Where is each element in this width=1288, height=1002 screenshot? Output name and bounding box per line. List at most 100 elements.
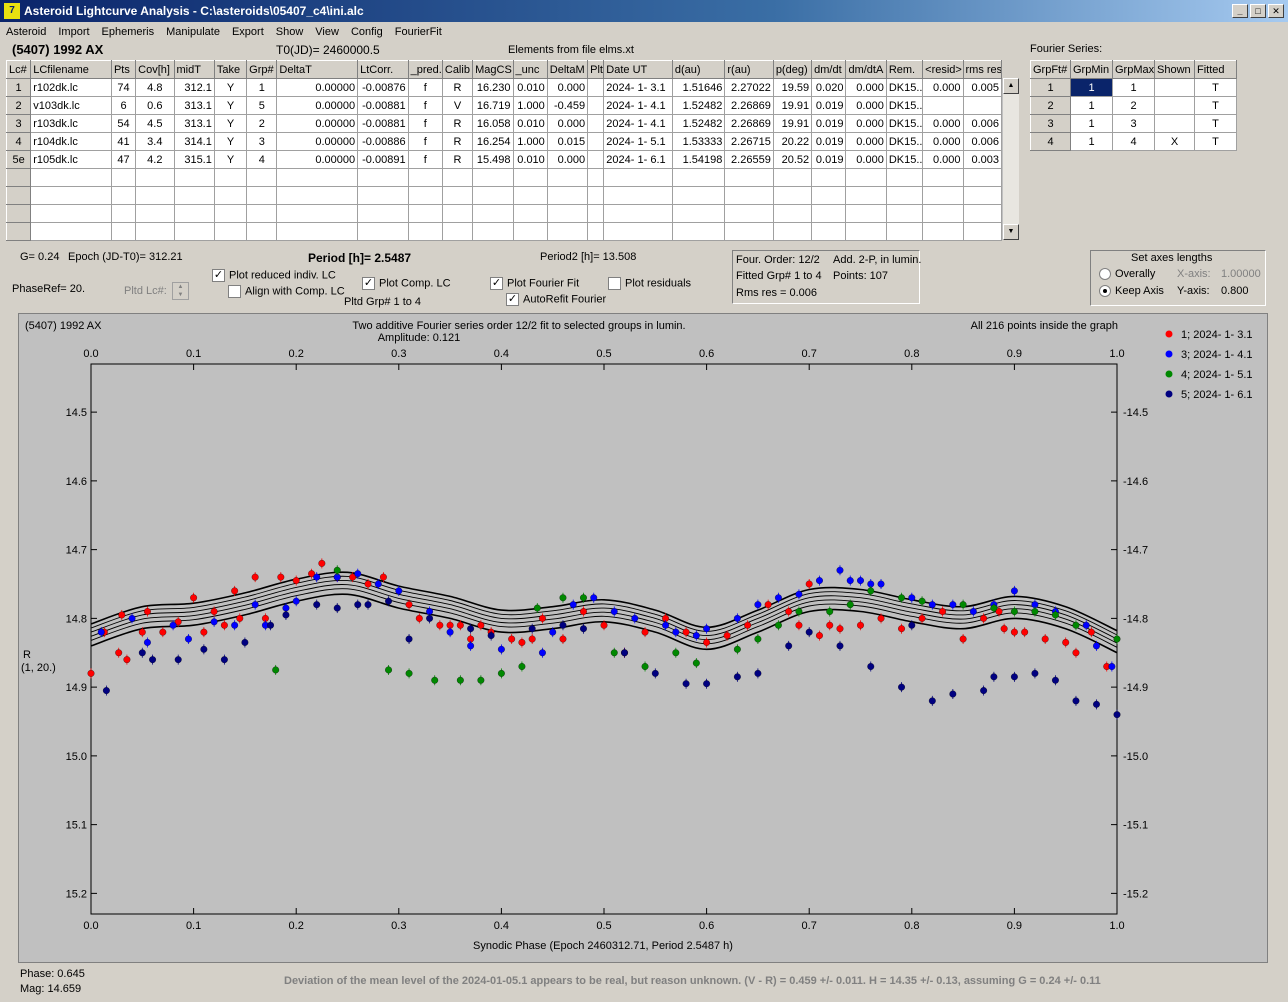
scroll-down-button[interactable]: ▼ [1003,224,1019,240]
table-cell[interactable] [724,186,774,205]
table-cell[interactable] [885,186,924,205]
table-cell[interactable]: 0.00000 [276,150,359,169]
table-cell[interactable]: T [1194,96,1237,115]
table-cell[interactable]: 1.000 [512,132,548,151]
table-cell[interactable]: 2.26715 [724,132,774,151]
table-cell[interactable] [671,186,726,205]
table-cell[interactable] [407,186,443,205]
table-cell[interactable] [276,204,359,223]
table-cell[interactable] [546,222,589,241]
column-header[interactable]: Grp# [246,60,278,79]
table-cell[interactable]: 2024- 1- 4.1 [603,96,673,115]
scroll-up-button[interactable]: ▲ [1003,78,1019,94]
table-cell[interactable]: 1 [246,78,278,97]
table-cell[interactable]: 19.91 [772,114,813,133]
table-cell[interactable] [246,204,278,223]
column-header[interactable]: _pred. [407,60,443,79]
table-cell[interactable]: 41 [110,132,137,151]
column-header[interactable]: dm/dt [811,60,847,79]
column-header[interactable]: Shown [1154,60,1195,79]
table-cell[interactable] [811,186,847,205]
table-cell[interactable] [441,168,474,187]
table-cell[interactable]: r104dk.lc [30,132,112,151]
plot-residuals-checkbox[interactable]: Plot residuals [608,277,691,290]
table-cell[interactable]: 19.59 [772,78,813,97]
table-cell[interactable]: f [407,96,443,115]
table-cell[interactable]: 0.000 [546,78,589,97]
table-cell[interactable]: 2.26869 [724,96,774,115]
table-row[interactable]: 4 r104dk.lc 41 3.4 314.1 Y 3 0.00000 -0.00886 f R 1… [5,132,1002,151]
table-cell[interactable]: 4.8 [135,78,175,97]
table-cell[interactable] [587,150,605,169]
table-cell[interactable] [135,168,175,187]
table-cell[interactable]: DK15.. [885,132,924,151]
column-header[interactable]: LCfilename [30,60,112,79]
column-header[interactable]: Take [213,60,248,79]
plot-comp-checkbox[interactable]: ✓ Plot Comp. LC [362,277,451,290]
table-cell[interactable] [922,168,964,187]
table-cell[interactable] [962,186,1002,205]
table-cell[interactable]: 0.000 [922,78,964,97]
table-cell[interactable] [5,204,32,223]
table-cell[interactable]: 0.00000 [276,114,359,133]
table-cell[interactable] [173,222,215,241]
table-cell[interactable] [546,204,589,223]
table-cell[interactable] [441,186,474,205]
table-cell[interactable] [472,186,514,205]
table-cell[interactable]: f [407,114,443,133]
table-cell[interactable] [922,222,964,241]
table-cell[interactable]: 1.000 [512,96,548,115]
table-cell[interactable]: X [1154,132,1195,151]
empty-row[interactable] [5,204,1002,223]
table-cell[interactable] [603,204,673,223]
table-cell[interactable]: 19.91 [772,96,813,115]
menu-config[interactable]: Config [350,26,383,38]
align-comp-checkbox[interactable]: Align with Comp. LC [228,285,345,298]
table-cell[interactable] [587,168,605,187]
table-cell[interactable]: 1 [1070,114,1113,133]
column-header[interactable]: r(au) [724,60,774,79]
table-cell[interactable]: 16.254 [472,132,514,151]
table-cell[interactable]: 0.010 [512,78,548,97]
column-header[interactable]: LtCorr. [357,60,409,79]
table-cell[interactable] [30,204,112,223]
table-cell[interactable] [603,186,673,205]
table-cell[interactable] [110,222,137,241]
menu-asteroid[interactable]: Asteroid [6,26,47,38]
table-cell[interactable]: 3 [246,132,278,151]
table-cell[interactable]: 0.020 [811,78,847,97]
keep-axis-radio[interactable]: Keep Axis [1099,285,1164,298]
column-header[interactable]: Lc# [5,60,32,79]
checkbox-box[interactable]: ✓ [506,293,519,306]
table-cell[interactable] [724,204,774,223]
table-cell[interactable]: 2024- 1- 4.1 [603,114,673,133]
table-cell[interactable]: 20.52 [772,150,813,169]
table-cell[interactable] [671,204,726,223]
table-cell[interactable]: 1.51646 [671,78,726,97]
table-cell[interactable]: 0.019 [811,114,847,133]
table-cell[interactable] [603,222,673,241]
table-cell[interactable]: 16.719 [472,96,514,115]
table-cell[interactable]: r105dk.lc [30,150,112,169]
plot-fourier-checkbox[interactable]: ✓ Plot Fourier Fit [490,277,580,290]
table-cell[interactable] [885,222,924,241]
checkbox-box[interactable]: ✓ [362,277,375,290]
table-cell[interactable] [922,204,964,223]
table-cell[interactable]: r102dk.lc [30,78,112,97]
table-cell[interactable]: R [441,150,474,169]
empty-row[interactable] [5,222,1002,241]
period2-value[interactable]: Period2 [h]= 13.508 [540,251,637,263]
table-cell[interactable] [512,186,548,205]
table-cell[interactable]: 4.5 [135,114,175,133]
table-row[interactable]: 3 r103dk.lc 54 4.5 313.1 Y 2 0.00000 -0.00881 f R 1… [5,114,1002,133]
table-cell[interactable] [173,204,215,223]
table-cell[interactable]: 2024- 1- 6.1 [603,150,673,169]
table-cell[interactable] [811,204,847,223]
table-cell[interactable]: -0.00876 [357,78,409,97]
table-cell[interactable] [587,132,605,151]
checkbox-box[interactable]: ✓ [490,277,503,290]
table-cell[interactable]: R [441,114,474,133]
menu-ephemeris[interactable]: Ephemeris [101,26,155,38]
table-cell[interactable]: 1.52482 [671,114,726,133]
